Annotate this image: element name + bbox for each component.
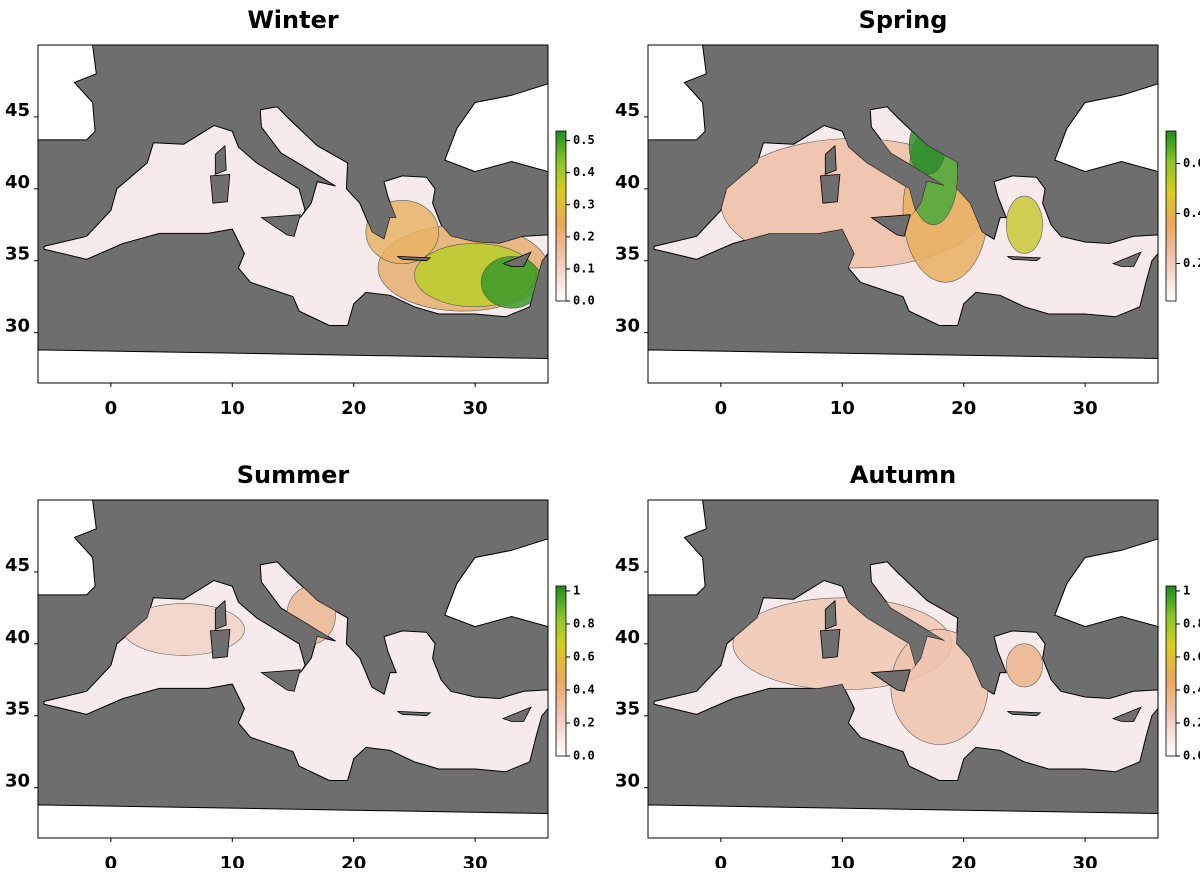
y-tick-label: 45 [5, 555, 30, 576]
colorbar-tick-label: 0.5 [573, 133, 595, 147]
colorbar [1165, 130, 1177, 302]
panel-title: Autumn [850, 461, 956, 489]
colorbar-tick-label: 0.4 [1183, 206, 1200, 220]
x-tick-label: 20 [951, 398, 976, 419]
island [819, 628, 841, 659]
colorbar-tick-label: 0.1 [573, 261, 595, 275]
colorbar-tick-label: 0.2 [573, 229, 595, 243]
panel-title: Winter [247, 6, 339, 34]
island [1007, 256, 1042, 262]
island [397, 256, 432, 262]
outer-water [647, 499, 707, 596]
colorbar-tick-label: 0.0 [1183, 749, 1200, 763]
colorbar-tick-label: 0.6 [1183, 649, 1200, 663]
y-tick-label: 35 [5, 699, 30, 720]
island [1111, 251, 1142, 267]
x-tick-label: 30 [463, 398, 488, 419]
y-tick-label: 40 [615, 172, 640, 193]
island [214, 144, 227, 175]
y-tick-label: 40 [615, 627, 640, 648]
island [824, 144, 837, 175]
y-tick-label: 30 [615, 771, 640, 792]
x-tick-label: 20 [341, 853, 366, 868]
island [1111, 706, 1142, 722]
colorbar-tick-label: 0.3 [573, 197, 595, 211]
colorbar-tick-label: 1 [1183, 583, 1190, 597]
y-tick-label: 45 [615, 555, 640, 576]
y-tick-label: 35 [5, 244, 30, 265]
island [824, 599, 837, 630]
colorbar-tick-label: 0.0 [573, 294, 595, 308]
colorbar [555, 585, 567, 757]
field-patch [1005, 643, 1043, 688]
island [870, 214, 911, 237]
island [397, 711, 432, 717]
map-panel: Spring 0 10 20 30 30 35 40 45 0.2 0.4 0.6 [615, 6, 1200, 419]
y-tick-label: 35 [615, 699, 640, 720]
island [1007, 711, 1042, 717]
x-tick-label: 30 [1073, 398, 1098, 419]
island [819, 173, 841, 204]
panel-title: Summer [237, 461, 350, 489]
x-tick-label: 10 [220, 398, 245, 419]
colorbar-tick-label: 0.2 [573, 715, 595, 729]
x-tick-label: 0 [105, 398, 118, 419]
y-tick-label: 45 [615, 100, 640, 121]
panel-title: Spring [859, 6, 948, 34]
frame [37, 44, 549, 384]
colorbar-tick-label: 0.4 [573, 165, 595, 179]
x-tick-label: 10 [220, 853, 245, 868]
island [501, 706, 532, 722]
outer-water [647, 44, 707, 141]
x-tick-label: 10 [830, 398, 855, 419]
x-tick-label: 20 [951, 853, 976, 868]
colorbar-tick-label: 0.2 [1183, 715, 1200, 729]
map-panel: Summer 0 10 20 30 30 35 40 45 0.0 0.2 0.4 0.6 0.8 1 [5, 461, 595, 872]
island [209, 173, 231, 204]
colorbar-tick-label: 0.6 [573, 649, 595, 663]
island [214, 599, 227, 630]
y-tick-label: 40 [5, 172, 30, 193]
island [260, 669, 301, 692]
outer-water [37, 499, 97, 596]
colorbar [555, 130, 567, 302]
y-tick-label: 30 [615, 316, 640, 337]
colorbar-tick-label: 0.6 [1183, 156, 1200, 170]
colorbar-tick-label: 0.2 [1183, 256, 1200, 270]
colorbar-tick-label: 0.0 [573, 749, 595, 763]
x-tick-label: 0 [715, 398, 728, 419]
x-tick-label: 0 [105, 853, 118, 868]
frame [647, 44, 1159, 384]
y-tick-label: 30 [5, 771, 30, 792]
frame [647, 499, 1159, 839]
colorbar-tick-label: 0.4 [573, 682, 595, 696]
map-panel: Winter 0 10 20 30 30 35 40 45 0.0 0.1 0.2 0.3 0.4 0.5 [5, 6, 595, 419]
x-tick-label: 30 [463, 853, 488, 868]
colorbar-tick-label: 0.8 [1183, 616, 1200, 630]
colorbar-tick-label: 0.4 [1183, 682, 1200, 696]
island [870, 669, 911, 692]
outer-water [37, 44, 97, 141]
y-tick-label: 35 [615, 244, 640, 265]
island [260, 214, 301, 237]
x-tick-label: 20 [341, 398, 366, 419]
island [501, 251, 532, 267]
frame [37, 499, 549, 839]
y-tick-label: 30 [5, 316, 30, 337]
y-tick-label: 45 [5, 100, 30, 121]
island [209, 628, 231, 659]
map-panel: Autumn 0 10 20 30 30 35 40 45 0.0 0.2 0.4 0.6 0.8 1 [615, 461, 1200, 872]
field-patch [1005, 195, 1043, 254]
y-tick-label: 40 [5, 627, 30, 648]
colorbar [1165, 585, 1177, 757]
x-tick-label: 30 [1073, 853, 1098, 868]
colorbar-tick-label: 0.8 [573, 616, 595, 630]
x-tick-label: 10 [830, 853, 855, 868]
x-tick-label: 0 [715, 853, 728, 868]
colorbar-tick-label: 1 [573, 583, 580, 597]
